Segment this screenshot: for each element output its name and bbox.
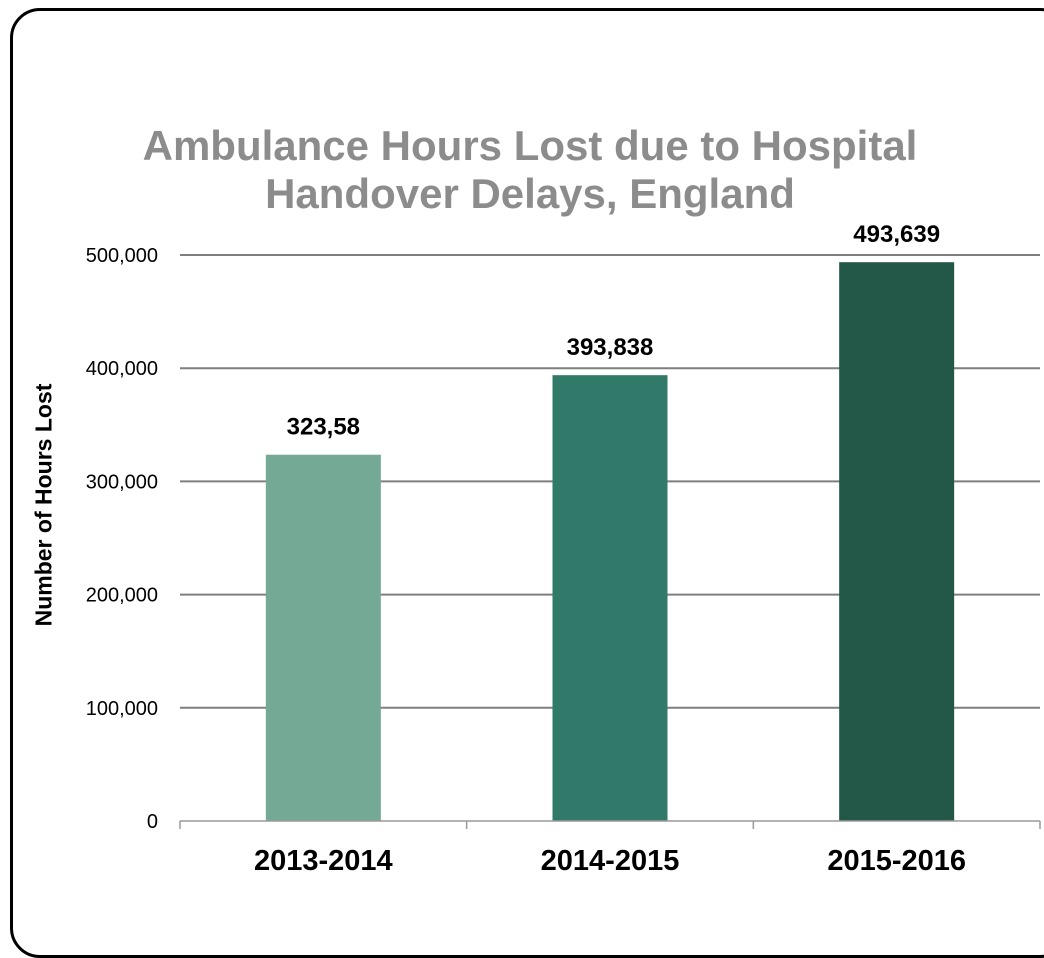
bar-chart: 0 100,000 200,000 300,000 400,000 500,000 323,…: [86, 221, 1041, 877]
y-tick-label: 200,000: [86, 585, 158, 607]
data-label: 393,838: [567, 334, 654, 361]
axes: [179, 820, 1041, 829]
chart-title: Ambulance Hours Lost due to Hospital Han…: [80, 122, 980, 218]
x-tick-label: 2013-2014: [254, 845, 393, 877]
data-label: 323,58: [287, 414, 360, 441]
data-label: 493,639: [853, 221, 940, 248]
chart-title-line-1: Ambulance Hours Lost due to Hospital: [142, 122, 918, 169]
y-tick-label: 100,000: [86, 698, 158, 720]
y-tick-label: 500,000: [86, 245, 158, 267]
bar: [552, 375, 668, 821]
x-tick-label: 2014-2015: [541, 845, 680, 877]
bar: [839, 262, 955, 821]
bars: [265, 262, 955, 821]
bar: [265, 454, 381, 821]
y-tick-label: 300,000: [86, 471, 158, 493]
y-tick-label: 400,000: [86, 358, 158, 380]
chart-title-line-2: Handover Delays, England: [265, 170, 795, 217]
y-tick-label: 0: [147, 811, 158, 833]
x-tick-label: 2015-2016: [827, 845, 966, 877]
labels: 0 100,000 200,000 300,000 400,000 500,000 323,…: [86, 221, 966, 877]
